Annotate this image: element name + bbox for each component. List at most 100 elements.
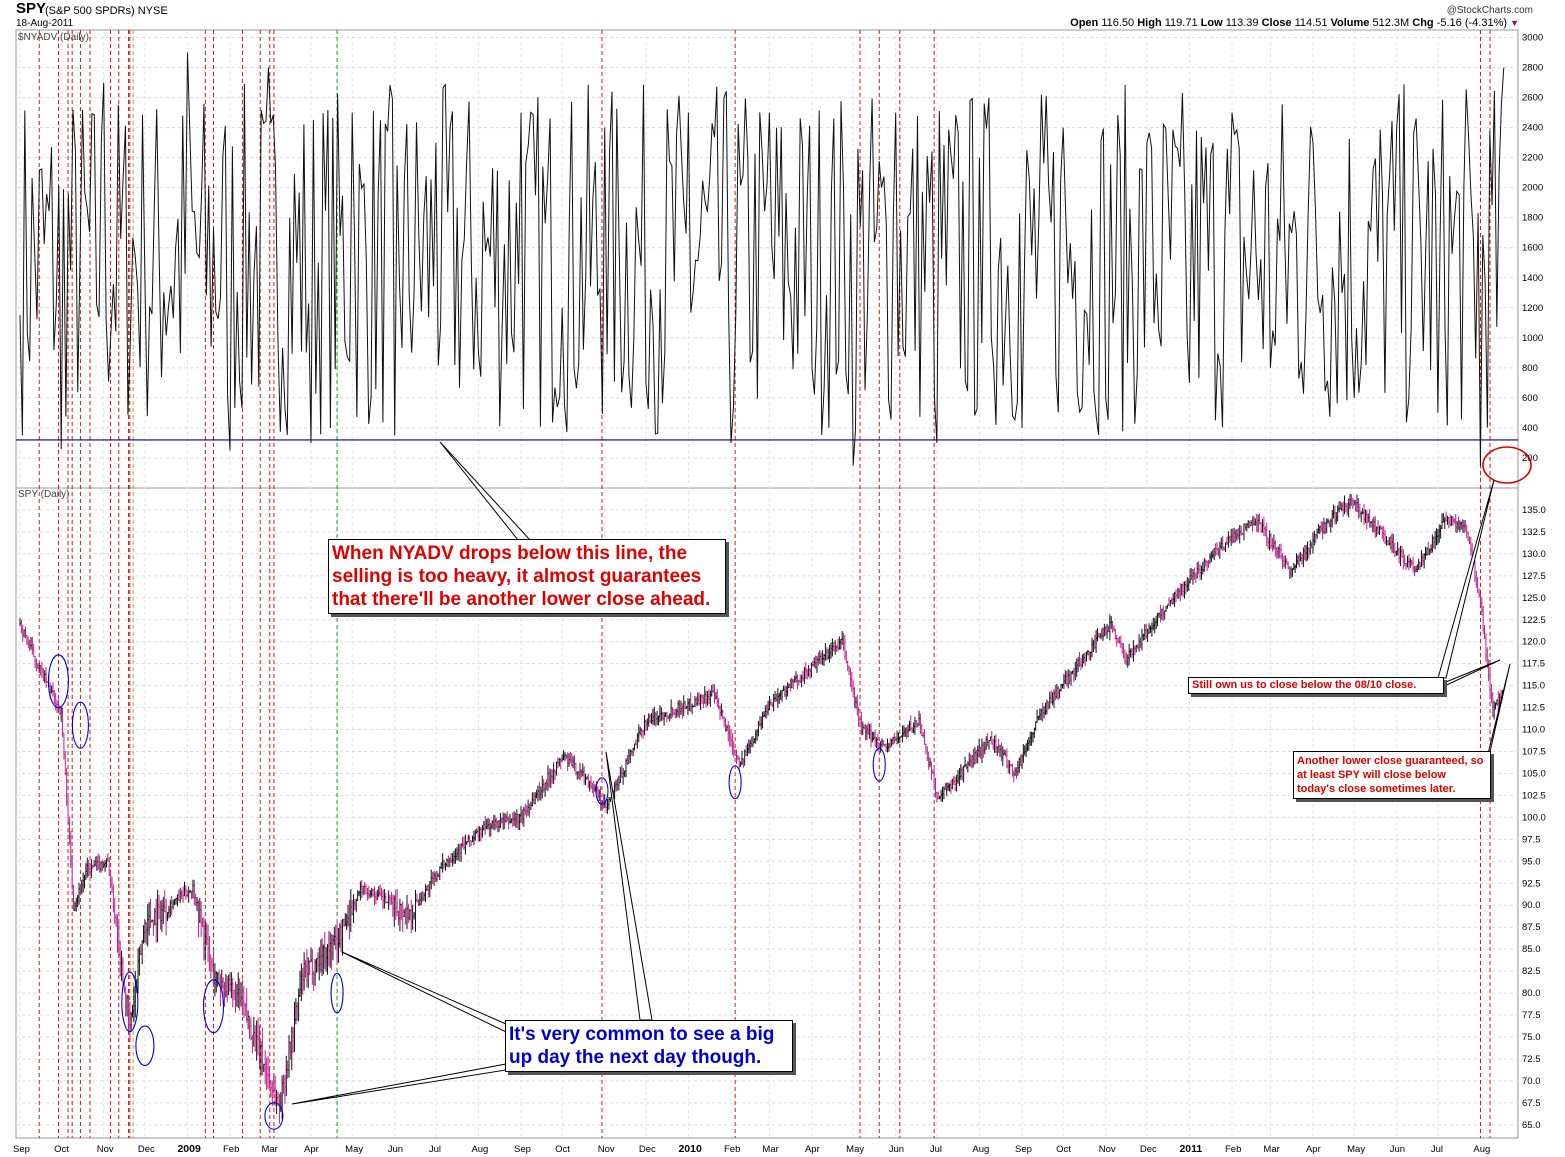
spy-y-tick-label: 75.0 <box>1522 1032 1541 1043</box>
x-tick-label: Sep <box>1015 1144 1032 1155</box>
x-tick-label: Nov <box>97 1144 114 1155</box>
nyadv-y-tick-label: 400 <box>1522 423 1538 434</box>
spy-y-tick-label: 70.0 <box>1522 1076 1541 1087</box>
nyadv-y-tick-label: 1600 <box>1522 243 1543 254</box>
open-label: Open <box>1070 17 1099 29</box>
highlight-oval <box>595 777 609 805</box>
x-tick-label: Apr <box>805 1144 820 1155</box>
x-tick-label: Feb <box>724 1144 740 1155</box>
spy-y-tick-label: 125.0 <box>1522 593 1546 604</box>
x-tick-label: May <box>345 1144 363 1155</box>
spy-y-tick-label: 127.5 <box>1522 571 1546 582</box>
nyadv-y-tick-label: 600 <box>1522 393 1538 404</box>
spy-y-tick-label: 87.5 <box>1522 922 1541 933</box>
chart-date: 18-Aug-2011 <box>16 18 74 29</box>
x-tick-label: 2009 <box>177 1143 201 1155</box>
high-label: High <box>1137 17 1162 29</box>
nyadv-y-tick-label: 1000 <box>1522 333 1543 344</box>
down-arrow-icon: ▼ <box>1510 18 1519 28</box>
spy-y-tick-label: 77.5 <box>1522 1010 1541 1021</box>
x-tick-label: Dec <box>639 1144 656 1155</box>
spy-y-tick-label: 82.5 <box>1522 966 1541 977</box>
nyadv-y-tick-label: 3000 <box>1522 33 1543 44</box>
nyadv-y-tick-label: 2000 <box>1522 183 1543 194</box>
spy-y-tick-label: 122.5 <box>1522 615 1546 626</box>
low-label: Low <box>1200 17 1223 29</box>
x-tick-label: Sep <box>13 1144 30 1155</box>
x-tick-label: 2010 <box>678 1143 702 1155</box>
ticker-symbol: SPY <box>16 0 47 17</box>
high-value: 119.71 <box>1164 17 1198 29</box>
highlight-oval <box>135 1025 155 1067</box>
chg-label: Chg <box>1412 17 1434 29</box>
spy-y-tick-label: 100.0 <box>1522 812 1546 823</box>
nyadv-y-tick-label: 800 <box>1522 363 1538 374</box>
x-tick-label: Jul <box>429 1144 441 1155</box>
spy-y-tick-label: 80.0 <box>1522 988 1541 999</box>
x-tick-label: Dec <box>138 1144 155 1155</box>
spy-y-tick-label: 90.0 <box>1522 900 1541 911</box>
x-tick-label: Jun <box>889 1144 904 1155</box>
spy-y-tick-label: 65.0 <box>1522 1120 1541 1131</box>
spy-y-tick-label: 112.5 <box>1522 703 1545 714</box>
x-tick-label: Jul <box>930 1144 942 1155</box>
spy-y-tick-label: 67.5 <box>1522 1098 1541 1109</box>
x-tick-label: May <box>1347 1144 1365 1155</box>
x-tick-label: Apr <box>304 1144 319 1155</box>
spy-y-tick-label: 120.0 <box>1522 637 1546 648</box>
highlight-oval <box>202 979 225 1034</box>
x-tick-label: Nov <box>598 1144 615 1155</box>
highlight-oval <box>872 747 886 782</box>
big-up-day-note: It's very common to see a big up day the… <box>505 1020 793 1072</box>
nyadv-y-tick-label: 2400 <box>1522 123 1543 134</box>
x-tick-label: Oct <box>555 1144 570 1155</box>
spy-y-tick-label: 85.0 <box>1522 944 1541 955</box>
spy-y-tick-label: 102.5 <box>1522 790 1546 801</box>
spy-panel-title: SPY (Daily) <box>18 489 70 500</box>
spy-y-tick-label: 132.5 <box>1522 527 1546 538</box>
chg-value: -5.16 (-4.31%) <box>1436 17 1508 29</box>
spy-y-tick-label: 95.0 <box>1522 856 1541 867</box>
highlight-oval <box>71 701 89 749</box>
x-tick-label: Jun <box>388 1144 403 1155</box>
volume-value: 512.3M <box>1372 17 1410 29</box>
highlight-oval <box>330 972 344 1014</box>
ticker-name: (S&P 500 SPDRs) NYSE <box>45 5 168 17</box>
x-tick-label: Mar <box>1263 1144 1279 1155</box>
close-value: 114.51 <box>1294 17 1328 29</box>
nyadv-y-tick-label: 2800 <box>1522 63 1543 74</box>
x-tick-label: Feb <box>1225 1144 1241 1155</box>
spy-y-tick-label: 110.0 <box>1522 725 1545 736</box>
x-tick-label: Apr <box>1306 1144 1321 1155</box>
nyadv-series <box>19 52 1505 466</box>
highlight-oval <box>264 1102 284 1130</box>
x-tick-label: 2011 <box>1179 1143 1202 1155</box>
spy-y-tick-label: 117.5 <box>1522 659 1545 670</box>
x-tick-label: Sep <box>514 1144 531 1155</box>
nyadv-y-tick-label: 2200 <box>1522 153 1543 164</box>
x-tick-label: Jun <box>1390 1144 1405 1155</box>
x-tick-label: Aug <box>972 1144 989 1155</box>
x-tick-label: Mar <box>261 1144 277 1155</box>
annotation-pointers <box>291 441 1511 1105</box>
x-tick-label: Aug <box>1473 1144 1490 1155</box>
open-value: 116.50 <box>1101 17 1135 29</box>
latest-signal-circle <box>1482 446 1532 484</box>
x-tick-label: Oct <box>54 1144 69 1155</box>
x-tick-label: Feb <box>223 1144 239 1155</box>
stockcharts-credit: @StockCharts.com <box>1446 5 1533 16</box>
highlight-oval <box>121 971 139 1033</box>
spy-y-tick-label: 107.5 <box>1522 747 1546 758</box>
nyadv-threshold-note: When NYADV drops below this line, the se… <box>328 539 726 614</box>
spy-y-tick-label: 105.0 <box>1522 768 1546 779</box>
nyadv-panel-title: $NYADV (Daily) <box>18 32 89 43</box>
highlight-oval <box>728 765 742 800</box>
spy-y-tick-label: 115.0 <box>1522 681 1545 692</box>
lower-close-note: Another lower close guaranteed, so at le… <box>1293 751 1491 799</box>
spy-y-tick-label: 92.5 <box>1522 878 1541 889</box>
spy-y-tick-label: 130.0 <box>1522 549 1546 560</box>
top-panel-frame <box>15 29 1519 489</box>
volume-label: Volume <box>1330 17 1370 29</box>
x-tick-label: Mar <box>762 1144 778 1155</box>
